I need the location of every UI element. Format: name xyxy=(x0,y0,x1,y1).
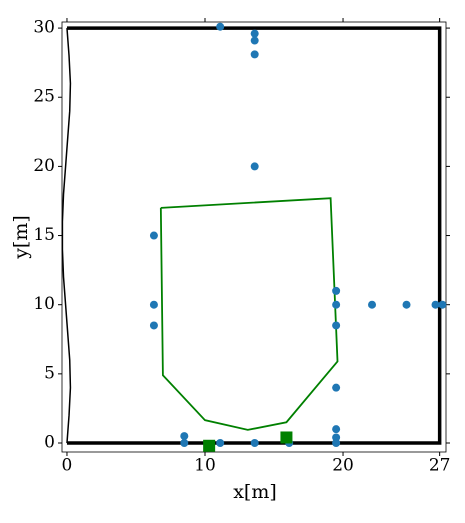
x-tick-label: 10 xyxy=(194,456,216,476)
y-axis-label: y[m] xyxy=(10,215,32,260)
point xyxy=(402,300,411,309)
y-tick-label: 5 xyxy=(44,363,55,383)
point xyxy=(438,300,447,309)
point xyxy=(332,433,341,442)
x-tick-label: 20 xyxy=(332,456,354,476)
y-tick-label: 15 xyxy=(33,225,55,245)
y-tick-label: 30 xyxy=(33,18,55,38)
y-tick-label: 20 xyxy=(33,156,55,176)
y-tick-label: 0 xyxy=(44,433,55,453)
x-tick-label: 27 xyxy=(429,456,451,476)
point xyxy=(180,439,189,448)
point xyxy=(216,439,225,448)
point xyxy=(149,231,158,240)
point xyxy=(149,321,158,330)
point xyxy=(332,300,341,309)
square-marker xyxy=(203,439,216,452)
line xyxy=(159,197,339,431)
point xyxy=(250,36,259,45)
point xyxy=(216,22,225,31)
plot-frame xyxy=(61,21,447,453)
line xyxy=(66,26,442,445)
point xyxy=(250,50,259,59)
point xyxy=(431,300,440,309)
point xyxy=(250,29,259,38)
y-tick-label: 25 xyxy=(33,87,55,107)
square-marker xyxy=(280,431,293,444)
point xyxy=(332,439,341,448)
point xyxy=(250,162,259,171)
point xyxy=(149,300,158,309)
line xyxy=(61,28,72,444)
point xyxy=(250,439,259,448)
x-tick-label: 0 xyxy=(62,456,73,476)
point xyxy=(180,432,189,441)
point xyxy=(332,383,341,392)
y-tick-label: 10 xyxy=(33,294,55,314)
point xyxy=(332,425,341,434)
x-axis-label: x[m] xyxy=(233,481,277,503)
point xyxy=(332,286,341,295)
point xyxy=(368,300,377,309)
point xyxy=(332,321,341,330)
